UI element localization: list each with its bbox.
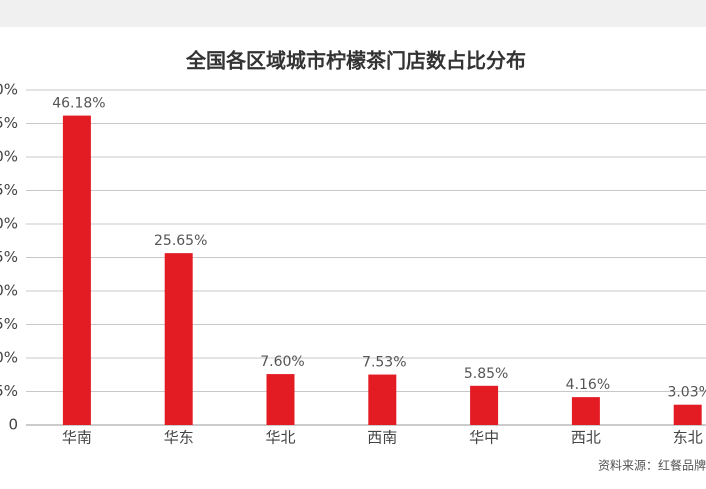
y-tick-label: 0 — [8, 416, 18, 434]
data-label: 7.60% — [260, 354, 304, 370]
y-tick-label: 45% — [0, 114, 18, 132]
data-label: 4.16% — [566, 377, 610, 393]
data-label: 7.53% — [362, 355, 406, 371]
bar — [571, 397, 600, 425]
x-tick-label: 华东 — [164, 429, 194, 447]
data-label: 25.65% — [154, 233, 207, 249]
x-tick-label: 华中 — [469, 429, 499, 447]
bar — [164, 253, 193, 425]
y-tick-label: 5% — [0, 382, 18, 400]
bar — [266, 374, 295, 425]
y-tick-label: 10% — [0, 349, 18, 367]
x-tick-label: 西南 — [367, 429, 397, 447]
y-tick-label: 15% — [0, 315, 18, 333]
bar — [673, 404, 702, 425]
x-tick-label: 华南 — [62, 429, 92, 447]
y-tick-label: 25% — [0, 248, 18, 266]
y-tick-label: 40% — [0, 148, 18, 166]
source-note: 资料来源：红餐品牌 — [598, 458, 706, 473]
bar — [62, 115, 91, 426]
x-tick-label: 华北 — [265, 429, 295, 447]
data-label: 3.03% — [667, 385, 706, 401]
x-tick-label: 东北 — [673, 429, 703, 447]
bar — [368, 374, 397, 425]
bar — [470, 385, 499, 425]
y-tick-label: 35% — [0, 181, 18, 199]
y-tick-label: 20% — [0, 282, 18, 300]
y-tick-label: 50% — [0, 81, 18, 99]
data-label: 5.85% — [464, 366, 508, 382]
data-label: 46.18% — [52, 96, 105, 112]
x-tick-label: 西北 — [571, 429, 601, 447]
y-tick-label: 30% — [0, 215, 18, 233]
chart-title: 全国各区域城市柠檬茶门店数占比分布 — [185, 49, 526, 73]
